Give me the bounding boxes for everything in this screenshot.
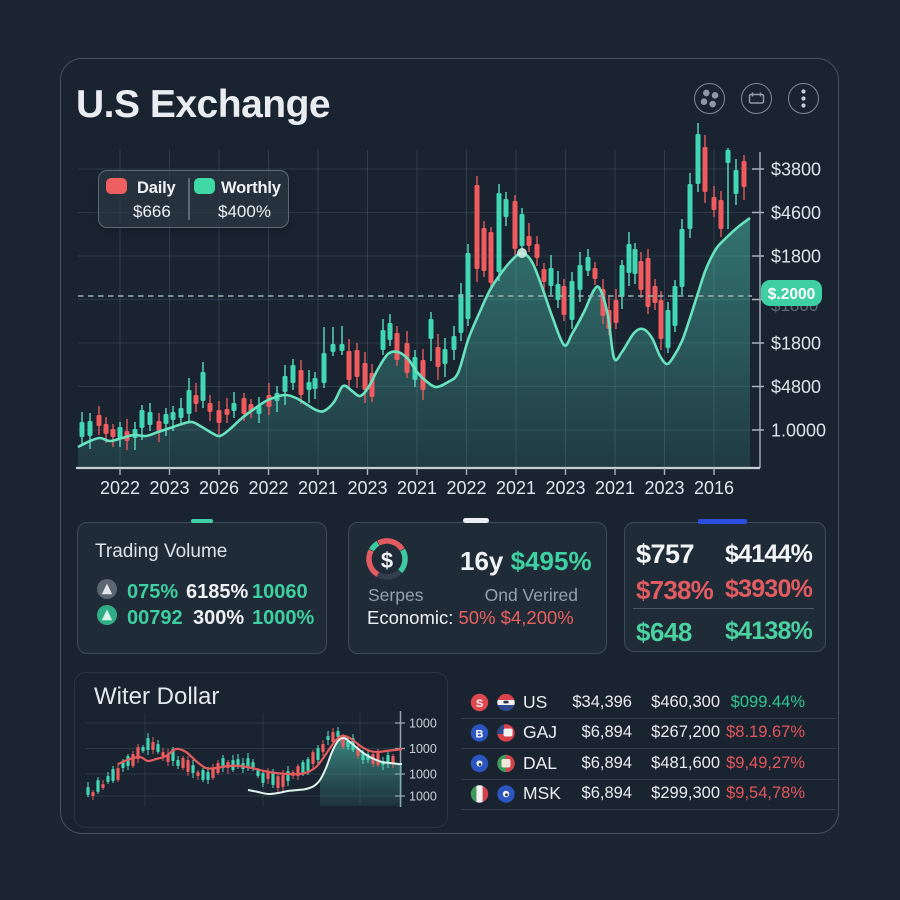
svg-text:2023: 2023 — [644, 478, 684, 498]
svg-text:2023: 2023 — [545, 478, 585, 498]
svg-text:B: B — [476, 729, 484, 741]
svg-text:$4800: $4800 — [771, 377, 821, 397]
svg-text:2021: 2021 — [397, 478, 437, 498]
svg-text:2026: 2026 — [199, 478, 239, 498]
svg-text:$1800: $1800 — [771, 334, 821, 354]
svg-text:2021: 2021 — [298, 478, 338, 498]
svg-text:1000: 1000 — [409, 742, 437, 756]
svg-text:$.2000: $.2000 — [768, 286, 815, 303]
svg-text:$: $ — [381, 548, 393, 573]
svg-text:$4600: $4600 — [771, 203, 821, 223]
svg-text:2021: 2021 — [595, 478, 635, 498]
svg-text:1.0000: 1.0000 — [771, 421, 826, 441]
svg-text:$1800: $1800 — [771, 247, 821, 267]
svg-text:S: S — [476, 698, 483, 710]
svg-text:1000: 1000 — [409, 790, 437, 804]
svg-text:2022: 2022 — [100, 478, 140, 498]
svg-text:2016: 2016 — [694, 478, 734, 498]
svg-text:1000: 1000 — [409, 717, 437, 731]
svg-text:2022: 2022 — [248, 478, 288, 498]
svg-text:2022: 2022 — [446, 478, 486, 498]
svg-text:2021: 2021 — [496, 478, 536, 498]
svg-text:$3800: $3800 — [771, 160, 821, 180]
svg-text:2023: 2023 — [347, 478, 387, 498]
svg-text:1000: 1000 — [409, 768, 437, 782]
svg-text:2023: 2023 — [149, 478, 189, 498]
